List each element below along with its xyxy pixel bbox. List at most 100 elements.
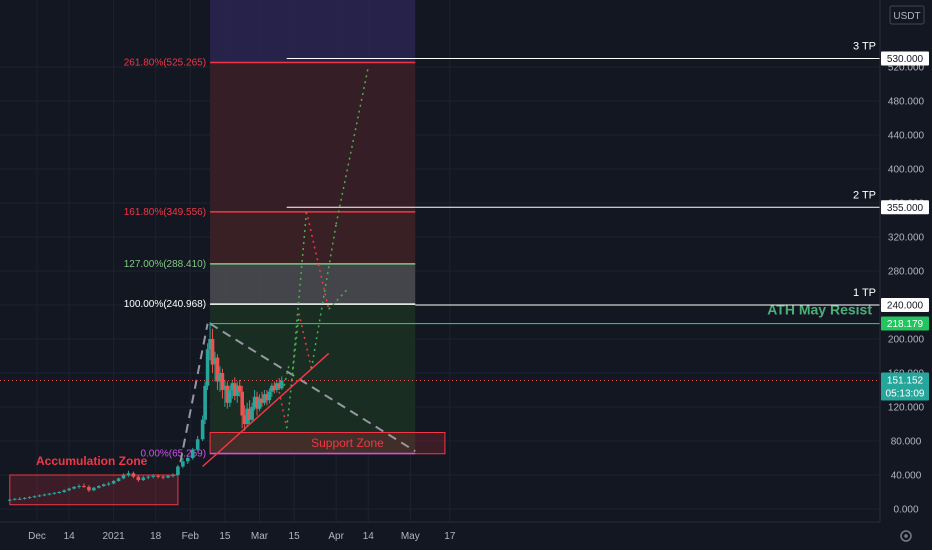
candle-body (67, 488, 71, 491)
time-tick-label: 15 (289, 531, 301, 542)
candle-body (62, 490, 66, 492)
ath-price-tag-bg (881, 316, 929, 331)
candle-body (230, 383, 235, 390)
candle-body (228, 390, 232, 403)
time-tick-label: 14 (64, 531, 76, 542)
accumulation-zone-label: Accumulation Zone (36, 454, 148, 468)
candle-body (27, 497, 32, 499)
candle-body (203, 385, 207, 420)
price-tick-label: 480.000 (888, 97, 925, 108)
price-tick-label: 200.000 (888, 335, 925, 346)
candle-body (200, 419, 205, 440)
candle-body (205, 349, 210, 386)
support-zone-label: Support Zone (311, 436, 384, 450)
candle-body (171, 475, 175, 476)
tp1-price-tag-bg (881, 298, 929, 312)
candle-body (136, 476, 141, 481)
candle-body (126, 473, 131, 475)
candle-body (272, 385, 277, 390)
candle-body (87, 486, 91, 491)
projection-path (285, 313, 300, 429)
tp3-price-tag-bg (881, 51, 929, 66)
candle-body (156, 475, 160, 477)
candle-body (218, 373, 222, 382)
settings-icon-center (904, 534, 908, 538)
fib-zone-261-161 (210, 62, 416, 212)
fib-level-label: 100.00%(240.968) (124, 299, 206, 310)
candle-body (52, 492, 57, 494)
candle-body (146, 476, 151, 478)
target-label: 1 TP (853, 287, 876, 299)
currency-badge[interactable] (889, 5, 925, 25)
candle-body (131, 473, 136, 477)
candle-body (237, 385, 242, 392)
price-tick-label: 520.000 (888, 63, 925, 74)
fib-zone-100-0 (210, 304, 416, 454)
price-tick-label: 320.000 (888, 233, 925, 244)
candle-body (121, 475, 126, 479)
settings-icon[interactable] (900, 530, 912, 542)
currency-label: USDT (893, 11, 920, 22)
tp1-price-tag: 240.000 (887, 301, 924, 312)
fib-level-label: 0.00%(65.259) (140, 449, 206, 460)
support-trendline (202, 352, 330, 468)
candle-body (77, 486, 81, 488)
candle-body (181, 461, 185, 467)
time-tick-label: 2021 (103, 531, 126, 542)
fib-zone-161-127 (210, 211, 416, 264)
candle-body (270, 385, 274, 392)
time-tick-label: 14 (363, 531, 375, 542)
candle-body (220, 373, 225, 390)
price-tick-label: 440.000 (888, 131, 925, 142)
candle-body (101, 484, 106, 487)
candle-body (116, 478, 121, 481)
candle-body (225, 385, 230, 403)
candle-body (57, 492, 62, 493)
candle-body (82, 486, 86, 488)
candle-body (245, 408, 249, 424)
projection-path (328, 287, 350, 310)
candle-body (37, 495, 42, 497)
price-axis-background (880, 0, 932, 550)
candle-body (215, 357, 220, 382)
ath-price-tag: 218.179 (887, 319, 924, 330)
candle-body (255, 396, 259, 409)
projection-path (283, 364, 290, 386)
candle-body (151, 475, 155, 477)
candle-body (8, 499, 12, 501)
candle-body (47, 493, 52, 495)
fib-zone-127-100 (210, 263, 416, 305)
candle-body (92, 487, 96, 491)
price-tick-label: 280.000 (888, 267, 925, 278)
price-tick-label: 120.000 (888, 403, 925, 414)
target-label: 2 TP (853, 189, 876, 201)
candle-body (277, 383, 282, 389)
candle-body (265, 394, 269, 401)
candle-body (195, 439, 200, 450)
price-tick-label: 80.000 (891, 437, 922, 448)
current-price-tag: 151.152 (887, 376, 924, 387)
candle-body (247, 408, 252, 420)
dashed-trendline (179, 323, 209, 463)
candle-body (190, 449, 195, 458)
candle-body (250, 407, 254, 420)
price-tick-label: 400.000 (888, 165, 925, 176)
candle-body (42, 494, 47, 496)
time-axis-background (0, 522, 932, 550)
dashed-trendline (209, 322, 416, 453)
time-tick-label: 17 (444, 531, 456, 542)
candle-body (267, 391, 272, 401)
time-tick-label: 18 (150, 531, 162, 542)
price-tick-label: 40.000 (891, 471, 922, 482)
candle-body (12, 498, 17, 500)
tp3-price-tag: 530.000 (887, 54, 924, 65)
candle-body (260, 398, 264, 403)
candle-body (213, 357, 217, 365)
time-tick-label: 15 (219, 531, 231, 542)
candle-body (279, 380, 284, 389)
projection-path (335, 66, 370, 225)
tp2-price-tag-bg (881, 200, 929, 215)
candle-body (242, 415, 247, 424)
fib-zone-top (210, 0, 416, 63)
